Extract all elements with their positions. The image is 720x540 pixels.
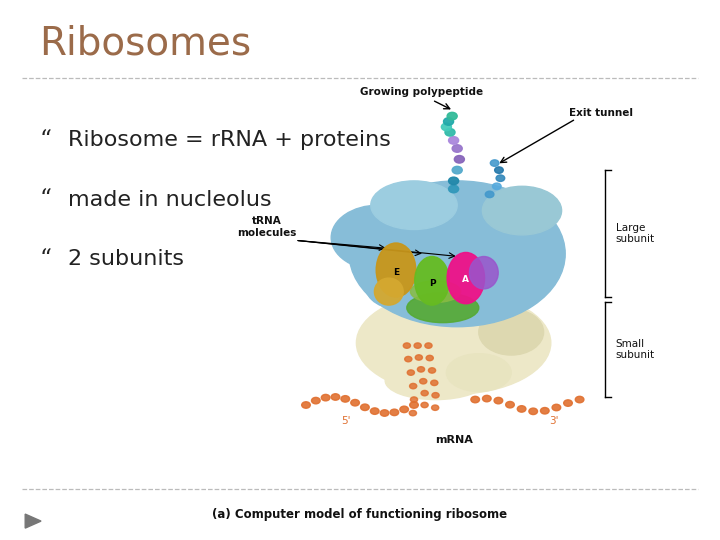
Ellipse shape <box>469 256 498 289</box>
Text: Small
subunit: Small subunit <box>616 339 654 361</box>
Circle shape <box>302 402 310 408</box>
Ellipse shape <box>364 254 421 308</box>
Text: Ribosomes: Ribosomes <box>40 24 252 62</box>
Text: E: E <box>393 268 399 277</box>
Circle shape <box>564 400 572 406</box>
Text: 2 subunits: 2 subunits <box>68 249 184 269</box>
Ellipse shape <box>356 292 551 394</box>
Ellipse shape <box>447 252 485 303</box>
Circle shape <box>449 185 459 193</box>
Ellipse shape <box>482 186 562 235</box>
Circle shape <box>321 394 330 401</box>
Circle shape <box>312 397 320 404</box>
Text: tRNA
molecules: tRNA molecules <box>237 216 296 238</box>
Circle shape <box>420 379 427 384</box>
Circle shape <box>496 175 505 181</box>
Text: made in nucleolus: made in nucleolus <box>68 190 272 210</box>
Circle shape <box>425 343 432 348</box>
Circle shape <box>331 394 340 400</box>
Text: Ribosome = rRNA + proteins: Ribosome = rRNA + proteins <box>68 130 391 151</box>
Circle shape <box>552 404 561 411</box>
Circle shape <box>431 405 438 410</box>
Circle shape <box>449 137 459 144</box>
Text: P: P <box>428 279 436 288</box>
Circle shape <box>495 167 503 173</box>
Circle shape <box>449 177 459 185</box>
Text: “: “ <box>40 248 52 271</box>
Circle shape <box>454 156 464 163</box>
Circle shape <box>418 367 425 372</box>
Ellipse shape <box>415 256 449 305</box>
Circle shape <box>405 356 412 362</box>
Circle shape <box>361 404 369 410</box>
Circle shape <box>445 129 455 136</box>
Circle shape <box>410 402 418 408</box>
Circle shape <box>485 191 494 198</box>
Circle shape <box>403 343 410 348</box>
Circle shape <box>517 406 526 412</box>
Circle shape <box>408 370 415 375</box>
Circle shape <box>505 401 514 408</box>
Circle shape <box>380 410 389 416</box>
Circle shape <box>341 396 350 402</box>
Text: Exit tunnel: Exit tunnel <box>570 109 633 118</box>
Circle shape <box>541 408 549 414</box>
Circle shape <box>482 395 491 402</box>
Circle shape <box>431 380 438 386</box>
Circle shape <box>421 402 428 408</box>
Circle shape <box>370 408 379 414</box>
Text: Large
subunit: Large subunit <box>616 222 654 244</box>
Circle shape <box>575 396 584 403</box>
Circle shape <box>400 406 408 413</box>
Circle shape <box>410 397 418 402</box>
Text: (a) Computer model of functioning ribosome: (a) Computer model of functioning riboso… <box>212 508 508 521</box>
Text: 3': 3' <box>549 416 559 426</box>
Ellipse shape <box>349 181 565 327</box>
Circle shape <box>494 397 503 404</box>
Circle shape <box>432 393 439 398</box>
Circle shape <box>444 118 454 125</box>
Ellipse shape <box>385 362 486 400</box>
Circle shape <box>471 396 480 403</box>
Circle shape <box>529 408 538 415</box>
Ellipse shape <box>374 278 403 305</box>
Circle shape <box>390 409 399 416</box>
Ellipse shape <box>479 309 544 355</box>
Text: mRNA: mRNA <box>435 435 472 445</box>
Circle shape <box>490 160 499 166</box>
Circle shape <box>410 383 417 389</box>
Circle shape <box>447 112 457 120</box>
Circle shape <box>426 355 433 361</box>
Circle shape <box>351 400 359 406</box>
Ellipse shape <box>371 181 457 230</box>
Text: Growing polypeptide: Growing polypeptide <box>359 87 483 97</box>
Circle shape <box>492 183 501 190</box>
Ellipse shape <box>410 281 461 302</box>
Text: 5': 5' <box>341 416 351 426</box>
Circle shape <box>414 343 421 348</box>
Ellipse shape <box>331 205 425 270</box>
Ellipse shape <box>446 354 511 391</box>
Circle shape <box>428 368 436 373</box>
Circle shape <box>452 166 462 174</box>
Circle shape <box>409 410 416 416</box>
Text: “: “ <box>40 188 52 211</box>
Text: A: A <box>462 275 469 284</box>
Ellipse shape <box>377 243 416 297</box>
Ellipse shape <box>371 321 443 375</box>
Circle shape <box>421 390 428 396</box>
Text: “: “ <box>40 129 52 152</box>
Ellipse shape <box>407 293 479 322</box>
Polygon shape <box>25 514 41 528</box>
Circle shape <box>452 145 462 152</box>
Circle shape <box>415 355 423 360</box>
Circle shape <box>441 123 451 131</box>
